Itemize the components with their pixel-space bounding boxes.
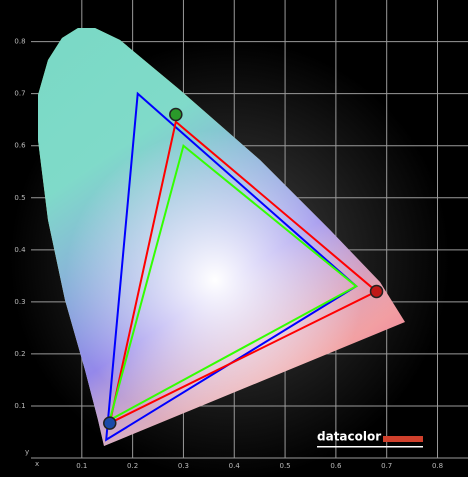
gamut-triangle	[108, 119, 379, 425]
x-tick-label: 0.6	[330, 462, 342, 470]
y-tick-label: 0.3	[14, 298, 25, 306]
x-axis-label: x	[35, 460, 39, 468]
x-tick-label: 0.3	[178, 462, 189, 470]
x-tick-label: 0.5	[279, 462, 290, 470]
spectral-locus	[38, 28, 405, 446]
primary-marker	[169, 107, 183, 122]
y-tick-label: 0.1	[14, 402, 25, 410]
y-tick-label: 0.7	[14, 90, 25, 98]
x-tick-label: 0.7	[381, 462, 392, 470]
y-tick-label: 0.4	[14, 246, 26, 254]
plot	[103, 91, 384, 442]
y-tick-label: 0.8	[14, 38, 25, 46]
y-tick-label: 0.5	[14, 194, 25, 202]
x-tick-label: 0.1	[76, 462, 87, 470]
y-tick-label: 0.6	[14, 142, 26, 150]
primary-marker	[369, 284, 384, 299]
x-tick-label: 0.8	[432, 462, 443, 470]
y-axis-label: y	[25, 448, 29, 456]
x-tick-label: 0.2	[127, 462, 138, 470]
logo: datacolor	[317, 430, 381, 444]
logo-underline	[317, 446, 423, 448]
y-tick-label: 0.2	[14, 350, 25, 358]
gamut-triangle	[108, 143, 358, 422]
primary-marker	[103, 416, 117, 430]
logo-bar	[383, 436, 423, 442]
x-tick-label: 0.4	[229, 462, 241, 470]
